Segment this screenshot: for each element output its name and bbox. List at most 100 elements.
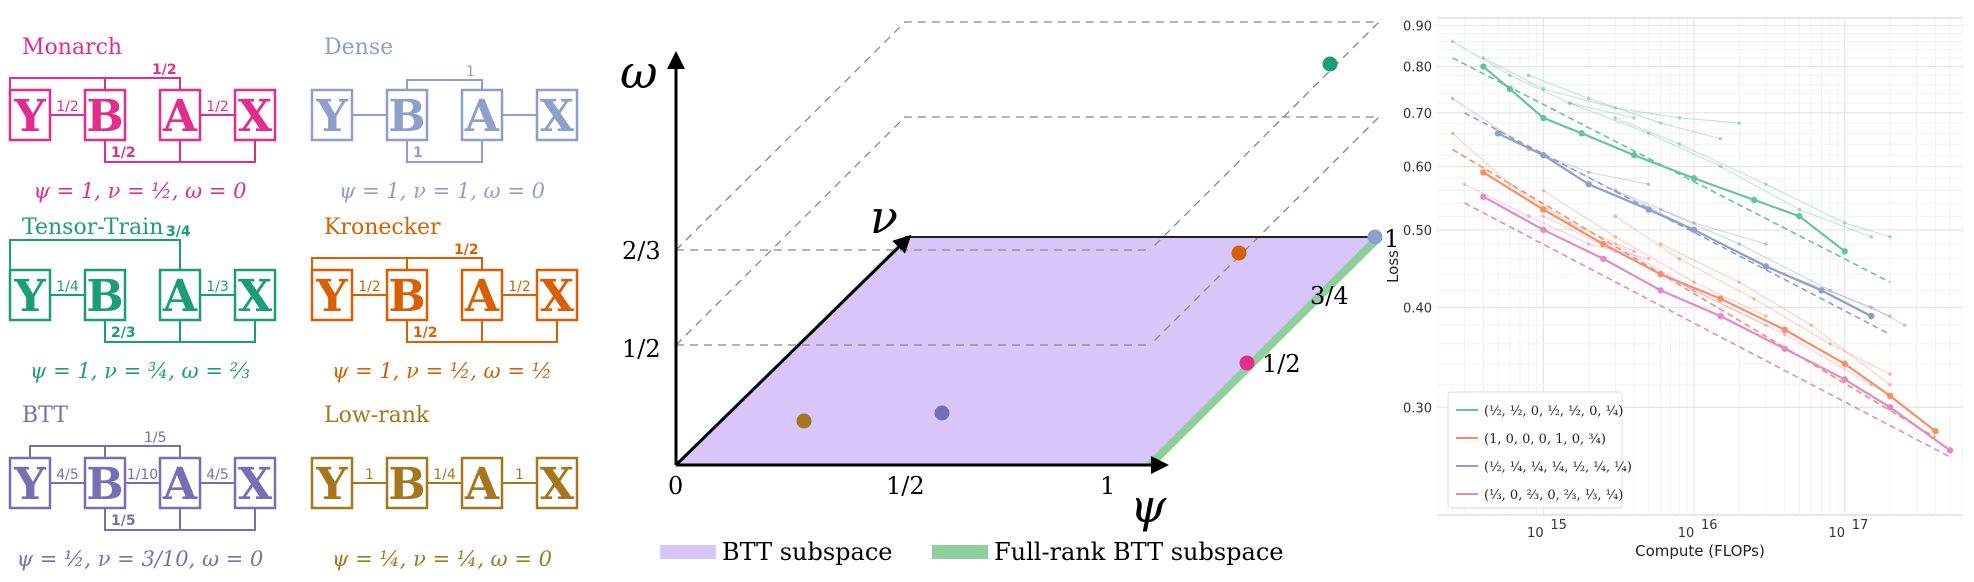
top-rank-label: 1/2 (454, 242, 479, 258)
factor-box (8, 88, 52, 142)
factor-letter: X (540, 271, 575, 322)
frontier-point (1494, 130, 1502, 137)
edge-rank-label: 1/3 (206, 279, 229, 295)
edge-rank-label: 1/2 (56, 99, 79, 115)
factor-box (385, 268, 429, 322)
edge-rank-label: 1/2 (206, 99, 229, 115)
faint-point (1481, 56, 1486, 60)
point-monarch (1239, 355, 1255, 371)
factor-box (460, 456, 504, 510)
tick-edge-three-quarters: 3/4 (1310, 282, 1349, 310)
frontier-point (1645, 206, 1652, 213)
factor-letter: B (388, 271, 425, 322)
faint-point (1586, 96, 1591, 101)
diagram-kronecker: Kronecker 1/2 1/2 1/2 Y B A X 1/2 ψ = 1, ν = ½, ω… (310, 215, 579, 383)
factor-letter: X (540, 459, 575, 510)
y-tick-label: 0.70 (1403, 107, 1432, 122)
x-tick-label: 10 (1828, 526, 1845, 541)
faint-point (1586, 170, 1591, 175)
factor-box (460, 88, 504, 142)
faint-point (1869, 305, 1874, 310)
frontier-point (1600, 255, 1607, 262)
faint-point (1646, 182, 1651, 187)
legend-entry: (⅓, 0, ⅔, 0, ⅔, ⅓, ¼) (1484, 488, 1623, 503)
bottom-connector (406, 140, 483, 163)
outer-connector (311, 257, 407, 270)
nu-axis-label: ν (870, 190, 898, 244)
point-btt (934, 405, 950, 421)
diagram-formula: ψ = 1, ν = 1, ω = 0 (339, 179, 545, 203)
nu-axis (674, 234, 912, 467)
x-tick-label: 10 (1678, 526, 1695, 541)
faint-point (1764, 242, 1768, 246)
faint-point (1613, 116, 1618, 120)
faint-point (1797, 207, 1802, 212)
bottom-rank-label: 2/3 (111, 325, 136, 341)
legend-entry: (½, ¼, ¼, ¼, ½, ¼, ¼) (1484, 460, 1632, 475)
faint-point (1450, 131, 1455, 136)
factor-letter: Y (315, 91, 348, 142)
full-rank-edge (1147, 234, 1382, 468)
faint-run (1614, 243, 1872, 386)
factor-letter: Y (13, 91, 46, 142)
frontier-point (1818, 287, 1825, 294)
factor-letter: X (238, 459, 273, 510)
tick-omega-half: 1/2 (622, 335, 661, 363)
factor-box (83, 88, 127, 142)
diagram-title: Dense (324, 35, 393, 60)
faint-point (1764, 182, 1768, 187)
faint-point (1692, 221, 1696, 225)
frontier-point (1540, 226, 1547, 234)
factor-box (158, 88, 202, 142)
bottom-rank-label: 1/5 (111, 513, 136, 529)
frontier-point (1781, 326, 1788, 333)
faint-run (1660, 209, 1891, 317)
diagram-formula: ψ = ¼, ν = ¼, ω = 0 (332, 547, 552, 571)
frontier-point (1841, 360, 1848, 367)
factor-letter: B (86, 91, 123, 142)
bottom-rank-label: 1/2 (413, 325, 438, 341)
faint-point (1541, 87, 1546, 91)
faint-run (1543, 215, 1767, 326)
factor-letter: A (464, 459, 500, 510)
faint-point (1632, 249, 1636, 254)
faint-point (1718, 164, 1723, 169)
faint-point (1888, 314, 1892, 318)
y-axis-label: Loss (1384, 250, 1402, 283)
factor-box (310, 456, 354, 510)
series-3 (1462, 182, 1954, 458)
faint-point (1613, 242, 1618, 246)
y-tick-label: 0.50 (1403, 224, 1432, 239)
x-tick-exponent: 17 (1852, 518, 1869, 533)
bottom-rank-label: 1/2 (111, 145, 136, 161)
faint-point (1764, 323, 1768, 327)
psi-axis-label: ψ (1130, 479, 1167, 533)
faint-point (1888, 383, 1892, 387)
faint-run (1452, 97, 1649, 185)
faint-point (1842, 221, 1847, 225)
factor-box (158, 268, 202, 322)
frontier-point (1540, 114, 1547, 122)
y-tick-label: 0.30 (1403, 401, 1432, 416)
frontier-point (1480, 169, 1487, 176)
frontier-point (1717, 312, 1724, 320)
factor-letter: X (238, 91, 273, 142)
factor-box (385, 88, 429, 142)
top-rank-label: 1/2 (152, 62, 177, 78)
legend-entry: (1, 0, 0, 0, 1, 0, ¾) (1484, 432, 1606, 447)
frontier-point (1781, 345, 1788, 352)
x-axis-label: Compute (FLOPs) (1635, 542, 1765, 560)
tick-edge-half: 1/2 (1262, 350, 1301, 378)
faint-point (1737, 121, 1742, 125)
faint-point (1737, 280, 1742, 285)
point-low-rank (796, 413, 812, 429)
factor-box (535, 456, 579, 510)
frontier-point (1540, 151, 1547, 159)
omega-1-2-plane (675, 116, 1381, 346)
structure-space-cube: ω ν ψ 0 1/2 1 1/2 2/3 1 3/4 1/2 BTT subspace Full-ra… (620, 21, 1399, 566)
faint-point (1613, 214, 1618, 218)
edge-rank-label: 1 (515, 467, 524, 483)
edge-rank-label: 4/5 (56, 467, 79, 483)
factor-letter: A (162, 459, 198, 510)
